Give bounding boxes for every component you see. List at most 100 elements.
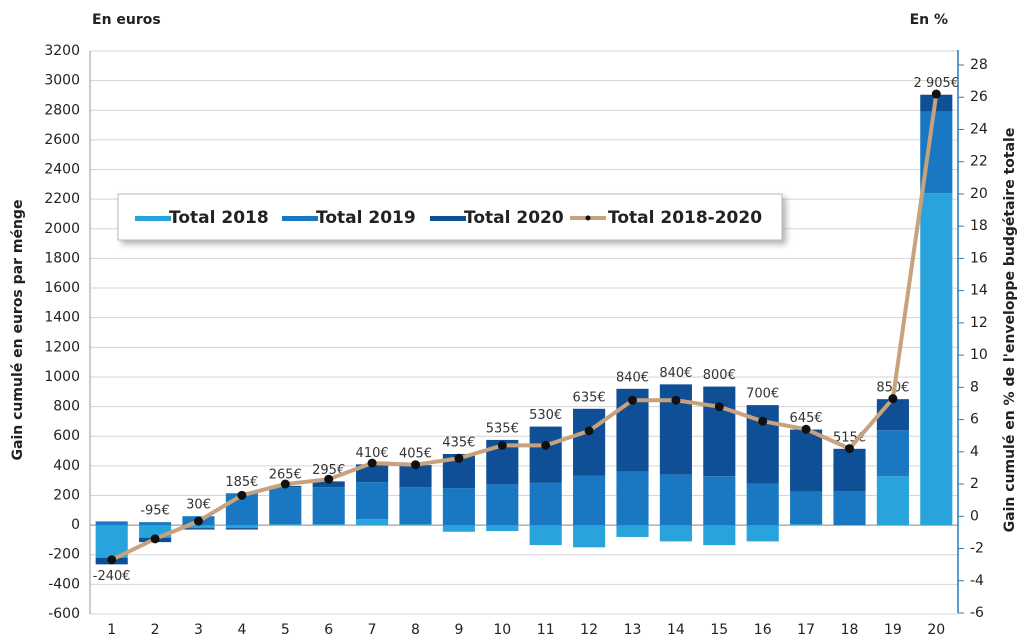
y-axis-title: Gain cumulé en euros par ménge <box>10 200 26 461</box>
bar-segment <box>703 476 736 526</box>
x-tick-label: 6 <box>324 622 333 638</box>
y2-tick-label: -6 <box>970 605 984 621</box>
bar-segment <box>312 487 345 525</box>
bar-segment <box>616 471 649 526</box>
y-tick-label: 1800 <box>44 250 80 266</box>
value-label: -240€ <box>93 569 131 584</box>
y2-axis-title: Gain cumulé en % de l'enveloppe budgétai… <box>1002 128 1018 533</box>
bar-segment <box>95 521 128 526</box>
y2-tick-label: 22 <box>970 154 988 170</box>
y-tick-label: 2200 <box>44 191 80 207</box>
x-tick-label: 10 <box>493 622 511 638</box>
value-label: 265€ <box>269 467 302 482</box>
bar-segment <box>225 528 258 530</box>
bar-segment <box>269 487 302 525</box>
x-tick-label: 18 <box>841 622 859 638</box>
bar-segment <box>399 487 432 525</box>
y2-tick-label: 10 <box>970 347 988 363</box>
bar-segment <box>356 464 389 483</box>
bar-segment <box>833 491 866 526</box>
bar-segment <box>95 525 128 558</box>
y-tick-label: 2600 <box>44 132 80 148</box>
x-tick-label: 19 <box>884 622 902 638</box>
y-tick-label: 3000 <box>44 73 80 89</box>
bar-segment <box>573 408 606 476</box>
line-marker <box>584 426 594 436</box>
bar-segment <box>442 525 475 532</box>
y2-tick-label: 18 <box>970 218 988 234</box>
bar-segment <box>139 522 172 526</box>
bar-segment <box>876 399 909 431</box>
y2-tick-label: -4 <box>970 573 984 589</box>
value-label: 645€ <box>790 411 823 426</box>
x-tick-label: 4 <box>237 622 246 638</box>
line-marker <box>237 490 247 500</box>
x-tick-label: 3 <box>194 622 203 638</box>
y2-tick-label: 12 <box>970 315 988 331</box>
x-tick-label: 2 <box>151 622 160 638</box>
value-label: 185€ <box>225 475 258 490</box>
bar-segment <box>486 484 519 526</box>
line-marker <box>758 416 768 426</box>
legend-swatch <box>585 215 591 221</box>
bar-segment <box>659 525 692 542</box>
line-marker <box>194 516 203 526</box>
y-tick-label: 800 <box>53 399 80 415</box>
line-marker <box>150 534 160 544</box>
bar-segment <box>703 386 736 477</box>
bar-segment <box>833 448 866 492</box>
right-header: En % <box>910 12 948 28</box>
line-marker <box>280 479 290 489</box>
legend-swatch <box>282 216 318 221</box>
bar-segment <box>703 525 736 546</box>
bar-segment <box>529 525 562 546</box>
y2-tick-label: 8 <box>970 379 979 395</box>
line-marker <box>541 440 551 450</box>
x-tick-label: 16 <box>754 622 772 638</box>
line-marker <box>411 460 420 470</box>
bar-segment <box>876 476 909 526</box>
y2-tick-label: 28 <box>970 57 988 73</box>
y2-tick-label: 6 <box>970 412 979 428</box>
bar-segment <box>182 525 215 529</box>
legend-label: Total 2020 <box>464 208 564 228</box>
y2-tick-label: 26 <box>970 89 988 105</box>
line-marker <box>628 395 637 405</box>
bar-segment <box>659 474 692 526</box>
value-label: 30€ <box>186 498 211 513</box>
bar-segment <box>312 481 345 488</box>
bar-segment <box>356 519 389 526</box>
y-tick-label: -400 <box>48 576 80 592</box>
line-marker <box>801 424 811 434</box>
bar-segment <box>573 475 606 526</box>
y-tick-label: 1400 <box>44 310 80 326</box>
bar-segment <box>790 429 823 492</box>
y-tick-label: 600 <box>53 428 80 444</box>
value-label: 800€ <box>703 368 736 383</box>
line-marker <box>367 458 377 468</box>
legend-label: Total 2018 <box>169 208 269 228</box>
value-label: 410€ <box>356 446 389 461</box>
x-tick-label: 13 <box>624 622 642 638</box>
line-marker <box>845 444 854 454</box>
y2-tick-label: 2 <box>970 476 979 492</box>
bar-segment <box>312 524 345 526</box>
value-label: 840€ <box>616 370 649 385</box>
legend: Total 2018 Total 2019 Total 2020 Total 2018… <box>117 193 783 241</box>
line-marker <box>931 89 941 99</box>
value-label: 530€ <box>529 408 562 423</box>
line-marker <box>671 395 681 405</box>
y-tick-label: 0 <box>71 517 80 533</box>
x-tick-label: 9 <box>454 622 463 638</box>
y-tick-label: 1200 <box>44 339 80 355</box>
line-marker <box>324 474 334 484</box>
bar-segment <box>529 426 562 483</box>
y2-tick-label: 20 <box>970 186 988 202</box>
x-tick-label: 5 <box>281 622 290 638</box>
y2-tick-label: 4 <box>970 444 979 460</box>
bar-segment <box>790 524 823 526</box>
y-tick-label: 2000 <box>44 221 80 237</box>
value-label: 635€ <box>573 390 606 405</box>
line-marker <box>888 394 898 404</box>
